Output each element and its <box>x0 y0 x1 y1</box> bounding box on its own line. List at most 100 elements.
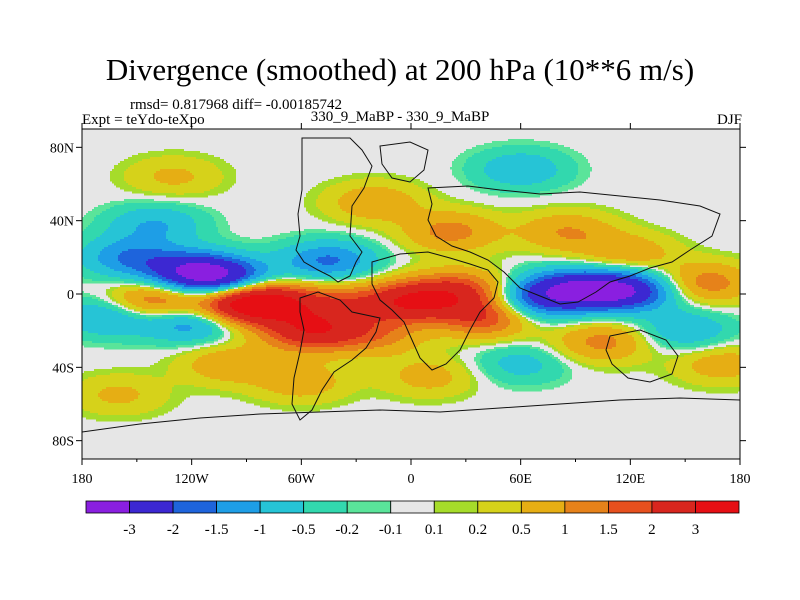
field-cell <box>478 185 562 188</box>
field-cell <box>388 251 392 254</box>
field-cell <box>324 213 350 216</box>
field-cell <box>134 279 152 282</box>
field-cell <box>578 329 622 332</box>
field-cell <box>664 379 682 382</box>
field-cell <box>86 227 108 230</box>
field-cell <box>514 333 566 336</box>
field-cell <box>720 323 740 326</box>
field-cell <box>374 325 402 328</box>
field-cell <box>520 331 570 334</box>
field-cell <box>444 239 458 242</box>
y-tick-label: 0 <box>67 288 74 303</box>
field-cell <box>646 371 668 374</box>
field-cell <box>580 361 648 364</box>
field-cell <box>686 295 688 298</box>
field-cell <box>502 301 506 304</box>
field-cell <box>338 201 416 204</box>
field-cell <box>542 351 548 354</box>
field-cell <box>648 361 666 364</box>
field-cell <box>626 297 648 300</box>
field-cell <box>304 205 316 208</box>
field-cell <box>692 299 694 302</box>
field-cell <box>176 357 198 360</box>
field-cell <box>506 315 516 318</box>
field-cell <box>328 215 356 218</box>
field-cell <box>170 397 186 400</box>
field-cell <box>486 173 556 176</box>
field-cell <box>676 357 702 360</box>
field-cell <box>382 235 390 238</box>
field-cell <box>178 273 228 276</box>
field-cell <box>526 311 536 314</box>
field-cell <box>318 247 340 250</box>
field-cell <box>566 357 572 360</box>
field-cell <box>82 239 94 242</box>
field-cell <box>176 267 224 270</box>
field-cell <box>414 183 428 186</box>
field-cell <box>86 267 110 270</box>
field-cell <box>412 397 444 400</box>
field-cell <box>522 293 528 296</box>
field-cell <box>498 291 502 294</box>
field-cell <box>268 281 318 284</box>
field-cell <box>128 235 166 238</box>
field-cell <box>508 305 510 308</box>
field-cell <box>518 267 534 270</box>
field-cell <box>454 359 462 362</box>
y-tick-label: 80N <box>50 141 74 156</box>
field-cell <box>508 335 564 338</box>
field-cell <box>452 161 466 164</box>
field-cell <box>354 235 364 238</box>
field-cell <box>318 217 332 220</box>
field-cell <box>472 229 558 232</box>
field-cell <box>504 305 508 308</box>
field-cell <box>302 303 394 306</box>
field-cell <box>158 361 172 364</box>
field-cell <box>586 233 630 236</box>
field-cell <box>82 313 122 316</box>
field-cell <box>552 161 576 164</box>
field-cell <box>476 275 492 278</box>
field-cell <box>408 281 442 284</box>
field-cell <box>278 339 292 342</box>
field-cell <box>516 291 522 294</box>
field-cell <box>362 225 400 228</box>
field-cell <box>176 353 186 356</box>
field-cell <box>138 289 144 292</box>
field-cell <box>500 283 502 286</box>
field-cell <box>206 309 214 312</box>
field-cell <box>532 309 546 312</box>
field-cell <box>216 223 228 226</box>
field-cell <box>226 319 234 322</box>
field-cell <box>154 285 162 288</box>
field-cell <box>710 305 740 308</box>
field-cell <box>294 265 356 268</box>
field-cell <box>484 291 492 294</box>
field-cell <box>518 275 530 278</box>
field-cell <box>516 315 520 318</box>
field-cell <box>378 261 390 264</box>
field-cell <box>678 293 680 296</box>
field-cell <box>402 395 454 398</box>
field-cell <box>404 337 440 340</box>
field-cell <box>214 323 216 326</box>
field-cell <box>110 223 140 226</box>
x-tick-label: 60W <box>288 472 316 487</box>
field-cell <box>250 279 260 282</box>
field-cell <box>314 283 350 286</box>
field-cell <box>674 375 708 378</box>
field-cell <box>316 295 368 298</box>
field-cell <box>578 163 590 166</box>
field-cell <box>486 311 496 314</box>
field-cell <box>484 245 542 248</box>
field-cell <box>194 385 256 388</box>
field-cell <box>388 187 422 190</box>
field-cell <box>508 371 538 374</box>
field-cell <box>216 325 218 328</box>
colorbar-box <box>608 500 653 514</box>
field-cell <box>152 375 164 378</box>
field-cell <box>526 277 538 280</box>
field-cell <box>238 311 312 314</box>
field-cell <box>352 173 396 176</box>
field-cell <box>126 181 160 184</box>
